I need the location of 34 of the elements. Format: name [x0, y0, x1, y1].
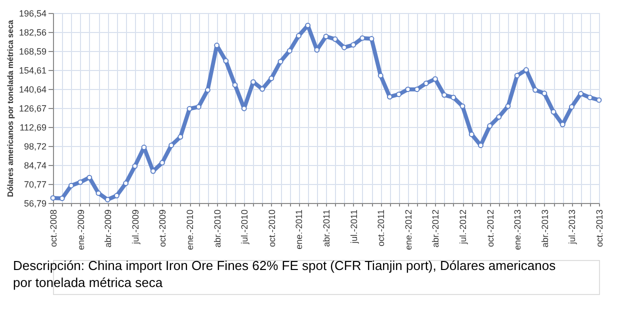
x-tick-label: ene.-2012 [403, 210, 414, 250]
y-tick-label: 98,72 [24, 141, 46, 152]
x-tick-label: abr.-2009 [103, 210, 114, 248]
x-tick-label: jul.-2010 [240, 210, 250, 246]
x-tick-label: jul.-2009 [130, 210, 140, 246]
x-tick-label: ene.-2009 [76, 210, 86, 250]
x-tick-label: abr.-2011 [322, 210, 332, 247]
y-tick-label: 56,79 [24, 198, 46, 208]
x-tick-label: ene.-2011 [294, 210, 304, 250]
y-tick-label: 168,59 [18, 46, 46, 56]
x-tick-label: abr.-2012 [430, 210, 441, 248]
y-tick-label: 84,74 [24, 160, 46, 170]
x-tick-label: ene.-2013 [512, 210, 523, 250]
x-tick-label: abr.-2010 [212, 210, 222, 248]
y-tick-label: 112,69 [20, 122, 46, 132]
x-tick-label: jul.-2011 [348, 210, 359, 244]
x-tick-label: ene.-2010 [185, 210, 195, 250]
x-tick-label: jul.-2013 [567, 210, 578, 246]
x-tick-label: abr.-2013 [540, 210, 550, 248]
x-tick-label: oct.-2013 [594, 210, 604, 248]
y-tick-label: 70,77 [24, 179, 46, 190]
y-axis-title: Dólares americanos por tonelada métrica seca [6, 19, 15, 197]
y-tick-label: 154,61 [18, 66, 46, 76]
x-tick-label: oct.-2008 [48, 210, 58, 248]
y-tick-label: 140,64 [18, 84, 46, 94]
x-tick-label: oct.-2012 [485, 210, 496, 248]
x-tick-label: oct.-2010 [266, 210, 277, 248]
x-tick-label: jul.-2012 [458, 210, 468, 246]
y-tick-label: 182,56 [18, 28, 46, 38]
x-tick-label: oct.-2009 [158, 210, 168, 248]
y-tick-label: 196,54 [18, 8, 46, 18]
y-tick-label: 126,67 [18, 103, 46, 114]
x-tick-label: oct.-2011 [376, 210, 386, 246]
text: Descripción: China import Iron Ore Fines 62% FE spot (CFR Tianjin port), Dólares americanos por tonelada métrica seca [13, 258, 556, 290]
